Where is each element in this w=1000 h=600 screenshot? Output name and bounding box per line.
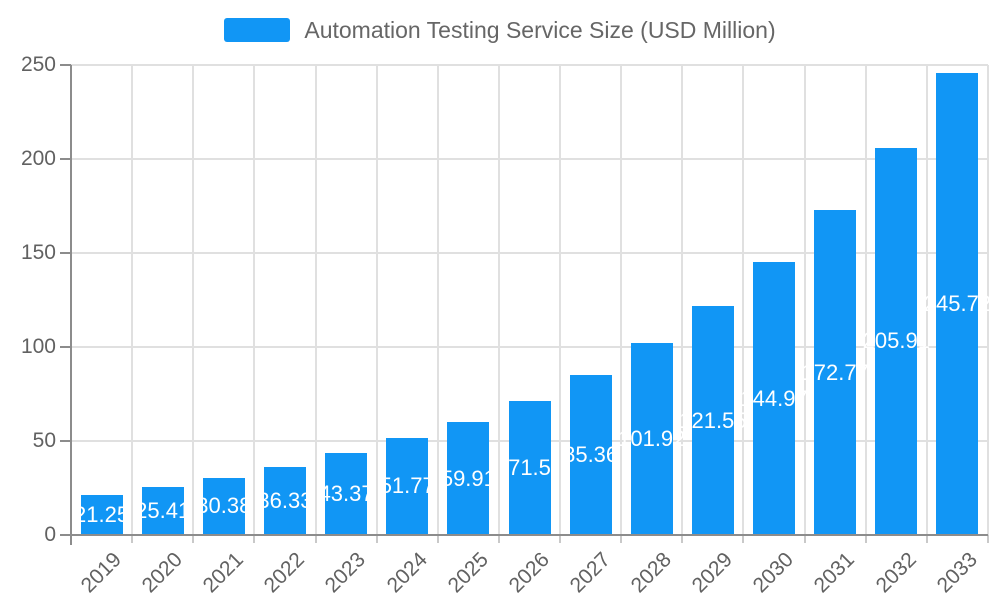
y-tick-label: 200	[20, 147, 56, 170]
bar[interactable]	[263, 466, 306, 535]
x-axis-tick	[559, 535, 562, 543]
x-tick-label: 2025	[443, 548, 493, 598]
grid-line-vertical	[864, 65, 867, 535]
x-tick-label: 2028	[626, 548, 677, 598]
x-tick-label: 2020	[137, 548, 187, 598]
grid-line-vertical	[436, 65, 439, 535]
x-axis-tick	[742, 535, 745, 543]
x-tick-label: 2027	[565, 548, 615, 598]
x-axis-tick	[314, 535, 317, 543]
x-axis-tick	[253, 535, 256, 543]
legend-swatch-icon	[224, 18, 291, 42]
grid-line-vertical	[253, 65, 256, 535]
grid-line-vertical	[131, 65, 134, 535]
x-tick-label: 2022	[259, 548, 310, 598]
legend: Automation Testing Service Size (USD Mil…	[0, 16, 1000, 44]
grid-line-vertical	[620, 65, 623, 535]
grid-line-vertical	[192, 65, 195, 535]
bar[interactable]	[753, 262, 796, 535]
bar[interactable]	[80, 495, 123, 535]
grid-line-vertical	[803, 65, 806, 535]
x-axis-tick	[497, 535, 500, 543]
grid-line-vertical	[314, 65, 317, 535]
y-tick-label: 50	[32, 429, 56, 452]
x-axis-tick	[436, 535, 439, 543]
y-axis-line	[70, 65, 72, 545]
legend-label: Automation Testing Service Size (USD Mil…	[304, 17, 776, 43]
bar[interactable]	[569, 374, 612, 535]
x-tick-label: 2026	[504, 548, 554, 598]
y-tick-label: 150	[20, 241, 56, 264]
grid-line-vertical	[681, 65, 684, 535]
x-axis-tick	[131, 535, 134, 543]
y-axis-tick	[60, 440, 71, 442]
bar[interactable]	[936, 73, 979, 535]
y-tick-label: 0	[44, 523, 56, 546]
grid-line-vertical	[497, 65, 500, 535]
x-tick-label: 2023	[321, 548, 371, 598]
x-axis-tick	[681, 535, 684, 543]
y-tick-label: 250	[20, 53, 56, 76]
y-axis-tick	[60, 252, 71, 254]
x-axis-tick	[803, 535, 806, 543]
grid-line-horizontal	[71, 158, 988, 160]
x-axis-tick	[987, 535, 989, 543]
legend-item[interactable]: Automation Testing Service Size (USD Mil…	[224, 16, 776, 44]
bar[interactable]	[202, 477, 245, 535]
y-axis-tick	[60, 346, 71, 348]
x-axis-line	[70, 534, 988, 536]
bar[interactable]	[875, 147, 918, 535]
bar[interactable]	[325, 453, 368, 535]
grid-line-vertical	[925, 65, 928, 535]
bar[interactable]	[691, 306, 734, 535]
grid-line-horizontal	[71, 252, 988, 254]
bar[interactable]	[630, 343, 673, 535]
bar[interactable]	[508, 400, 551, 535]
x-axis-tick	[925, 535, 928, 543]
bar[interactable]	[141, 487, 184, 535]
grid-line-vertical	[559, 65, 562, 535]
grid-line-vertical	[375, 65, 378, 535]
x-tick-label: 2024	[382, 548, 432, 598]
grid-line-horizontal	[71, 64, 988, 66]
x-axis-tick	[864, 535, 867, 543]
x-tick-label: 2029	[687, 548, 738, 598]
x-tick-label: 2021	[198, 548, 249, 598]
x-tick-label: 2033	[932, 548, 982, 598]
x-axis-tick	[192, 535, 195, 543]
x-axis-tick	[375, 535, 378, 543]
y-tick-label: 100	[20, 335, 56, 358]
y-axis-tick	[60, 158, 71, 160]
y-axis-tick	[60, 64, 71, 66]
grid-line-vertical	[742, 65, 745, 535]
x-tick-label: 2019	[76, 548, 126, 598]
x-tick-label: 2031	[810, 548, 860, 598]
x-axis-tick	[620, 535, 623, 543]
bar[interactable]	[814, 210, 857, 535]
y-axis-tick	[60, 534, 71, 536]
bar[interactable]	[386, 437, 429, 535]
grid-line-horizontal	[71, 346, 988, 348]
x-tick-label: 2030	[749, 548, 799, 598]
bar[interactable]	[447, 422, 490, 535]
x-tick-label: 2032	[871, 548, 921, 598]
grid-line-vertical	[987, 65, 989, 535]
